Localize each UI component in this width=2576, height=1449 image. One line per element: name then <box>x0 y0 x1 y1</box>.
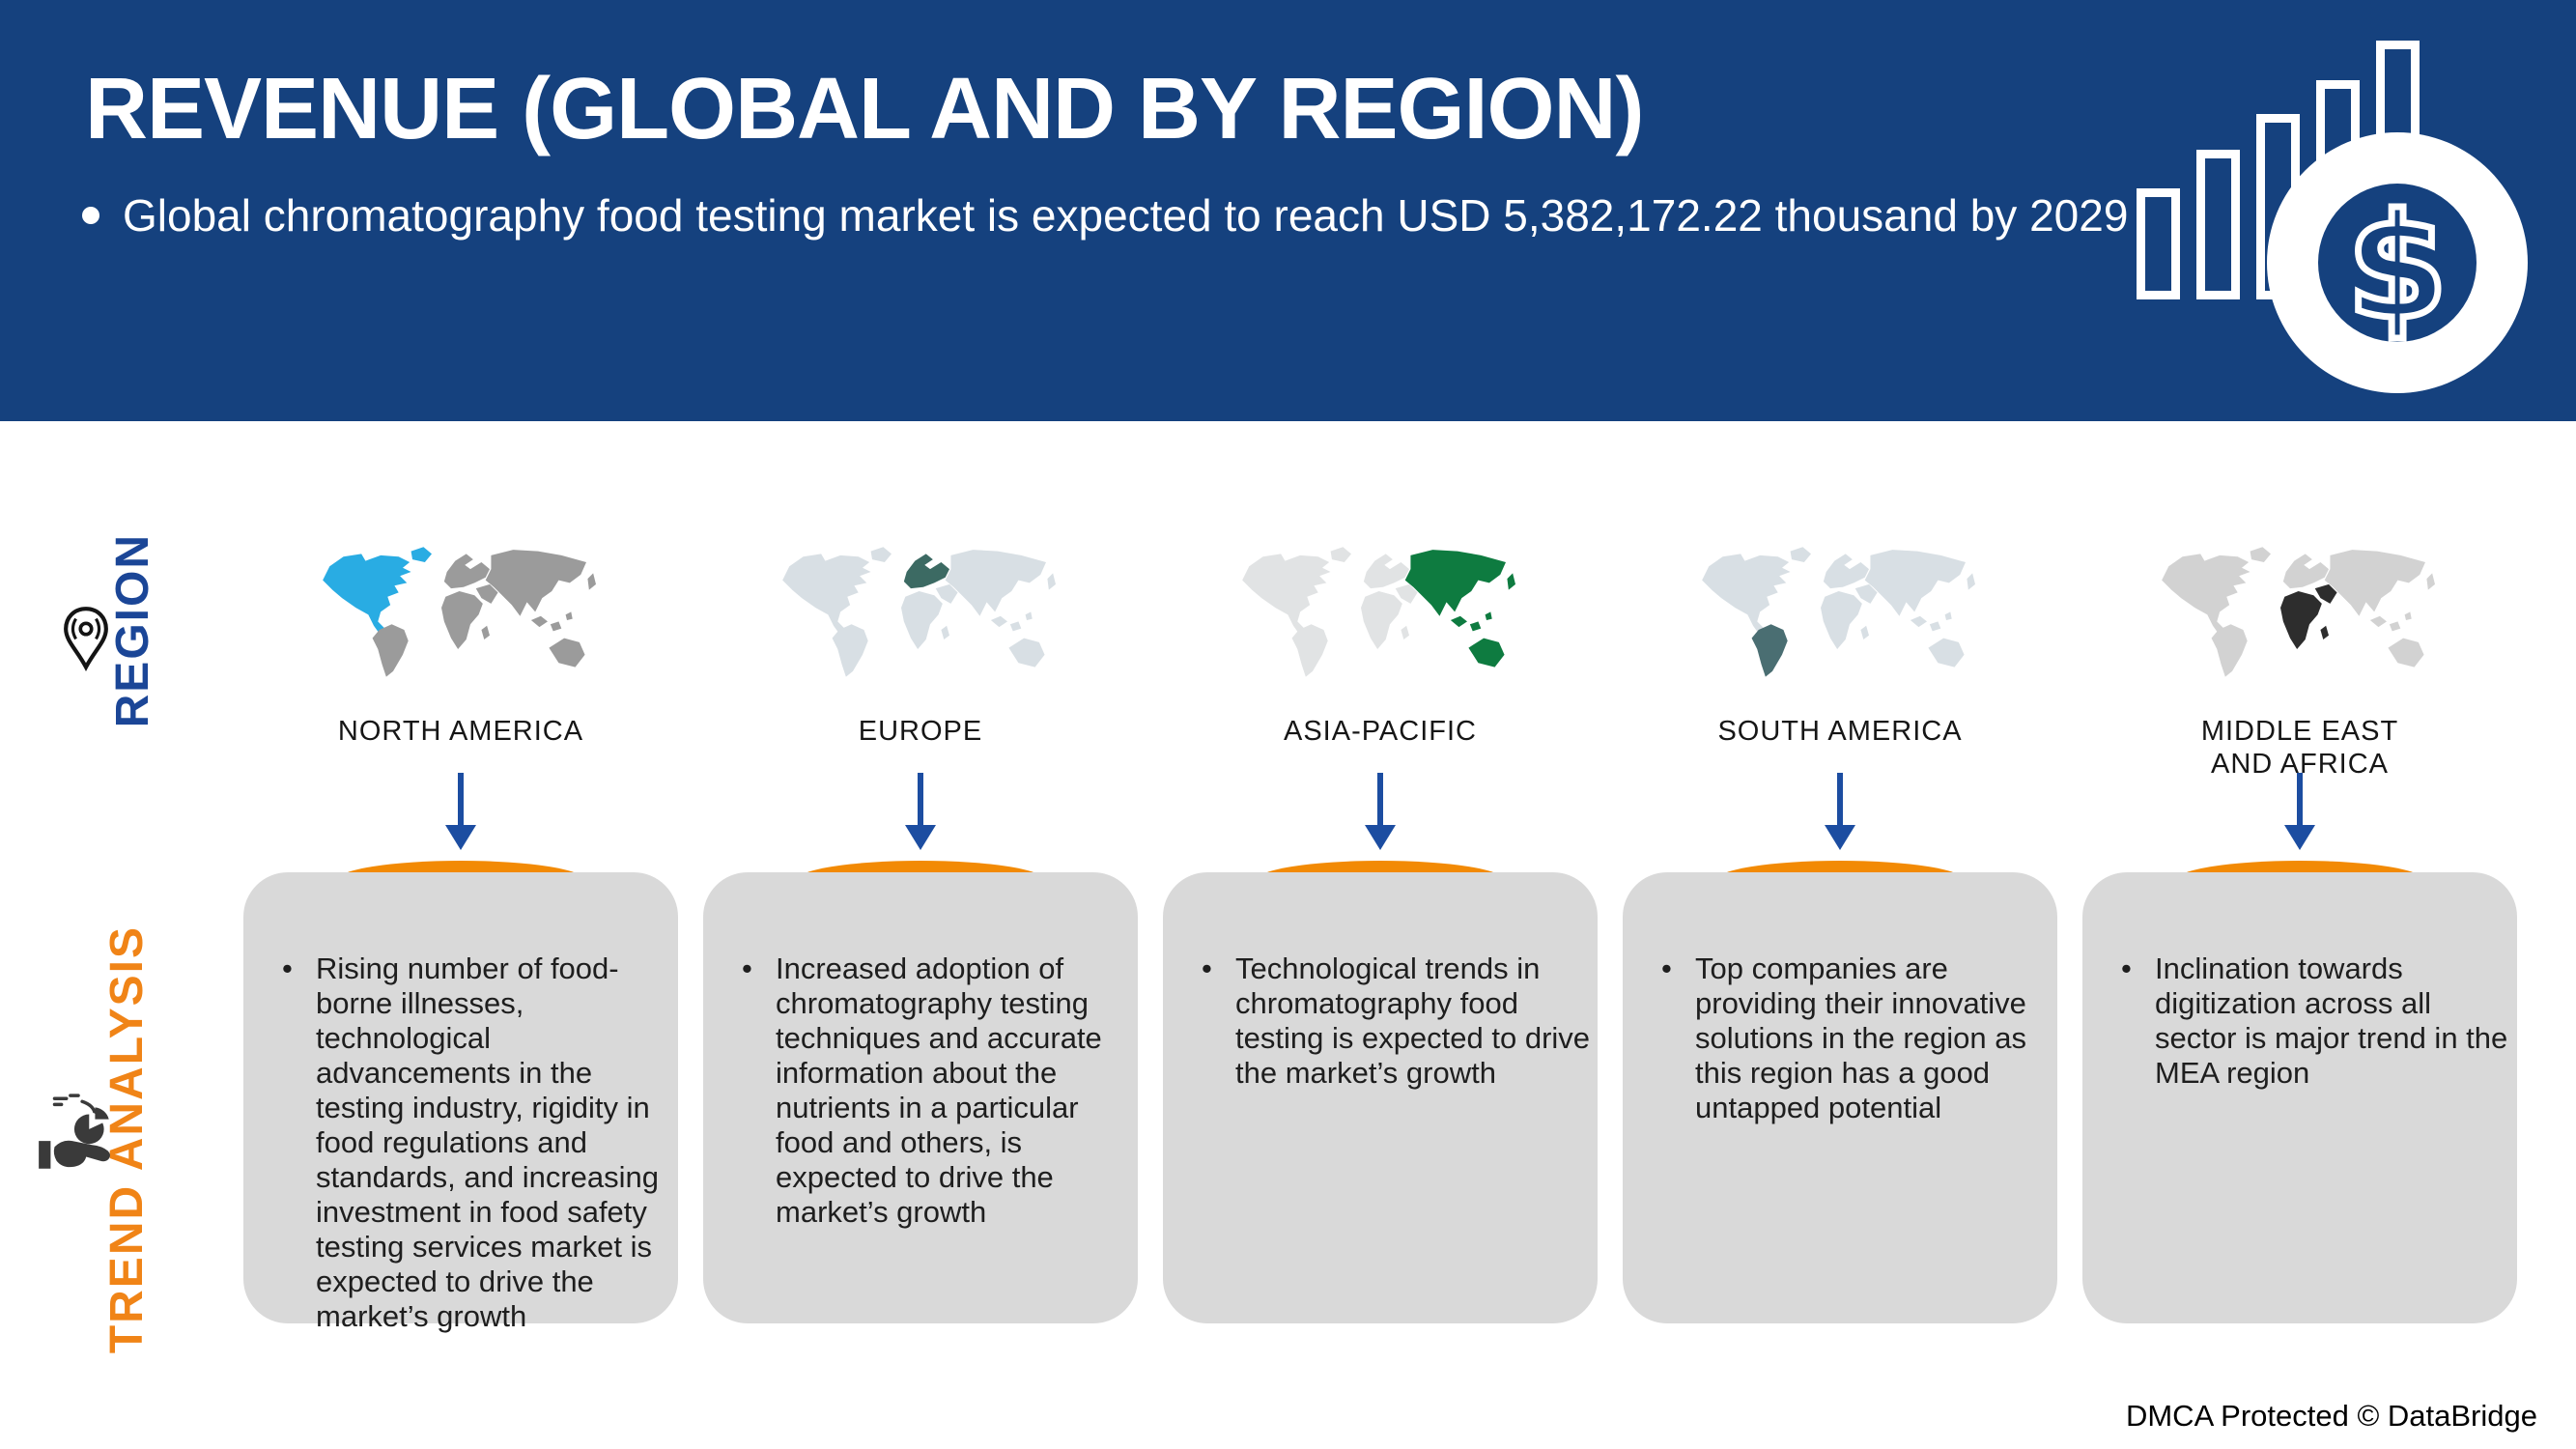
dollar-coin-icon: $ <box>2267 132 2528 393</box>
svg-text:$: $ <box>2347 184 2448 342</box>
world-map-middle-east-africa <box>2155 529 2445 701</box>
down-arrow-icon <box>918 773 923 829</box>
dollar-disc-icon: $ <box>2318 181 2477 355</box>
down-arrow-icon <box>2297 773 2303 829</box>
world-map-europe <box>776 529 1065 701</box>
dmca-copyright-text: DMCA Protected © DataBridge <box>2125 1399 2537 1433</box>
down-arrow-icon <box>445 825 476 850</box>
trend-card: Top companies are providing their innova… <box>1623 872 2057 1323</box>
world-map-north-america <box>316 529 606 701</box>
world-map-asia-pacific <box>1235 529 1525 701</box>
down-arrow-icon <box>1377 773 1383 829</box>
trend-text: Rising number of food-borne illnesses, t… <box>282 952 678 1334</box>
trend-text: Increased adoption of chromatography tes… <box>742 952 1138 1230</box>
header-subtitle: Global chromatography food testing marke… <box>82 189 2128 242</box>
region-name-label: ASIA-PACIFIC <box>1284 716 1477 747</box>
bar-chart-bar-icon <box>2196 150 2240 299</box>
world-map-south-america <box>1695 529 1985 701</box>
trend-card: Technological trends in chromatography f… <box>1163 872 1598 1323</box>
region-name-label: NORTH AMERICA <box>337 716 584 747</box>
down-arrow-icon <box>1837 773 1843 829</box>
page-title: REVENUE (GLOBAL AND BY REGION) <box>85 61 1644 157</box>
trend-text: Inclination towards digitization across … <box>2121 952 2517 1091</box>
trend-text: Top companies are providing their innova… <box>1661 952 2057 1125</box>
down-arrow-icon <box>458 773 464 829</box>
bullet-dot <box>82 207 99 224</box>
trend-card: Increased adoption of chromatography tes… <box>703 872 1138 1323</box>
region-name-label: MIDDLE EAST AND AFRICA <box>2200 716 2399 780</box>
header-banner: REVENUE (GLOBAL AND BY REGION) Global ch… <box>0 0 2576 421</box>
location-pin-icon <box>62 605 110 688</box>
down-arrow-icon <box>1365 825 1396 850</box>
region-name-label: EUROPE <box>858 716 983 747</box>
bar-chart-bar-icon <box>2137 188 2180 299</box>
down-arrow-icon <box>2284 825 2315 850</box>
trend-card: Inclination towards digitization across … <box>2082 872 2517 1323</box>
hand-pie-chart-icon <box>33 1090 122 1179</box>
down-arrow-icon <box>1825 825 1855 850</box>
region-section-label: REGION <box>107 533 158 728</box>
region-name-label: SOUTH AMERICA <box>1717 716 1963 747</box>
trend-card: Rising number of food-borne illnesses, t… <box>243 872 678 1333</box>
header-subtitle-text: Global chromatography food testing marke… <box>123 190 2129 241</box>
down-arrow-icon <box>905 825 936 850</box>
trend-text: Technological trends in chromatography f… <box>1202 952 1598 1091</box>
